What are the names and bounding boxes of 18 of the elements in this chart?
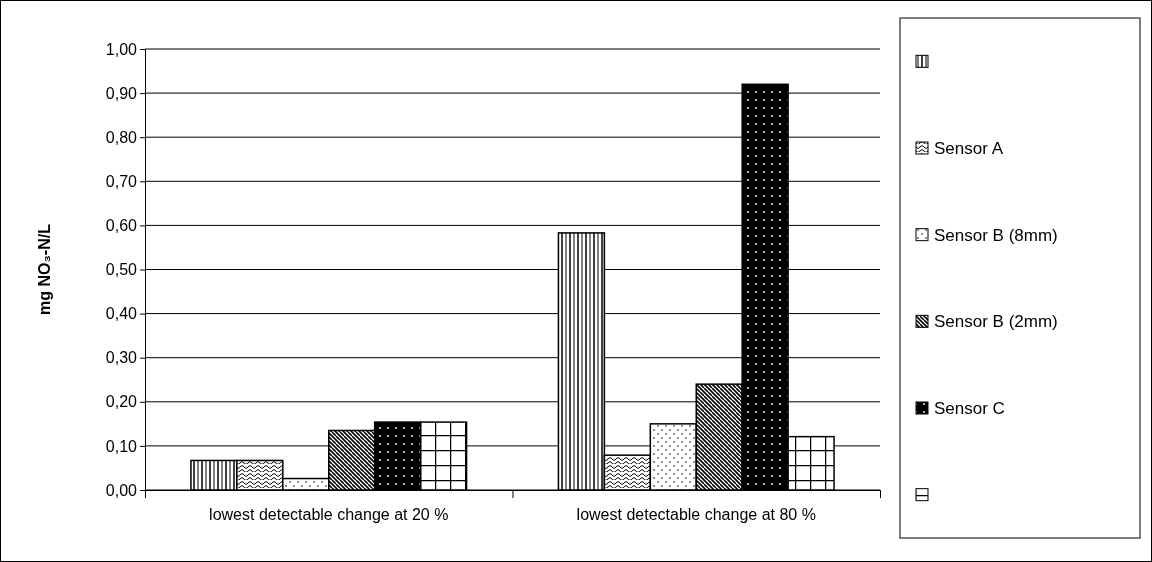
y-tick-label: 0,00 [105,481,138,499]
y-tick-label: 0,10 [105,437,138,455]
x-tick-label: lowest detectable change at 80 % [576,506,816,523]
x-tick-label: lowest detectable change at 20 % [209,506,449,523]
y-tick-label: 0,70 [105,172,138,190]
y-tick-label: 0,30 [105,349,138,367]
legend-label: Sensor A [934,139,1004,158]
y-axis-title: mg NO₃-N/L [36,223,53,315]
y-tick-label: 0,20 [105,393,138,411]
y-tick-label: 0,90 [105,84,138,102]
y-tick-label: 0,40 [105,305,138,323]
legend-label: Sensor C [934,399,1005,418]
y-tick-label: 0,50 [105,261,138,279]
legend-label: Sensor B (8mm) [934,225,1058,245]
y-tick-label: 0,80 [105,128,138,146]
y-tick-label: 1,00 [105,40,138,58]
y-tick-label: 0,60 [105,217,138,235]
legend-label: Sensor B (2mm) [934,312,1058,332]
